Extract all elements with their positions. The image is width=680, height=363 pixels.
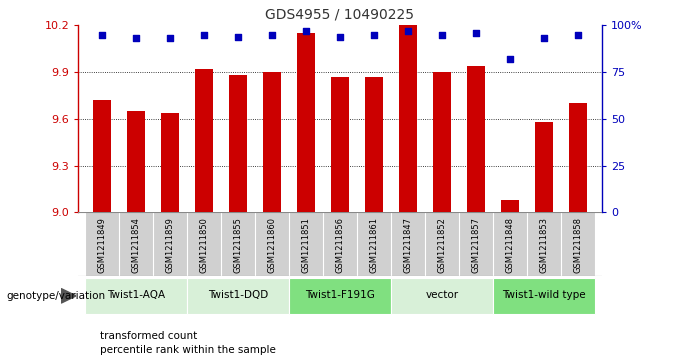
- Bar: [466, 66, 486, 212]
- Bar: [500, 200, 520, 212]
- Bar: [527, 212, 561, 276]
- Bar: [398, 25, 418, 212]
- Bar: [85, 212, 119, 276]
- Bar: [357, 212, 391, 276]
- Bar: [493, 212, 527, 276]
- Bar: [425, 212, 459, 276]
- Bar: [92, 100, 112, 212]
- Point: [131, 36, 141, 41]
- Bar: [119, 212, 153, 276]
- Point: [369, 32, 379, 38]
- Text: GSM1211856: GSM1211856: [335, 217, 345, 273]
- Bar: [289, 278, 391, 314]
- Point: [403, 28, 413, 34]
- Text: GSM1211861: GSM1211861: [369, 217, 379, 273]
- Bar: [330, 77, 350, 212]
- Bar: [493, 278, 595, 314]
- Bar: [534, 122, 554, 212]
- Point: [199, 32, 209, 38]
- Text: GSM1211854: GSM1211854: [131, 217, 141, 273]
- Text: Twist1-DQD: Twist1-DQD: [208, 290, 268, 300]
- Text: Twist1-F191G: Twist1-F191G: [305, 290, 375, 300]
- Text: Twist1-wild type: Twist1-wild type: [503, 290, 585, 300]
- Bar: [561, 212, 595, 276]
- Polygon shape: [61, 289, 76, 303]
- Bar: [153, 212, 187, 276]
- Point: [97, 32, 107, 38]
- Text: GSM1211858: GSM1211858: [573, 217, 583, 273]
- Bar: [289, 212, 323, 276]
- Text: vector: vector: [426, 290, 458, 300]
- Bar: [364, 77, 384, 212]
- Point: [233, 34, 243, 40]
- Bar: [160, 113, 180, 212]
- Point: [267, 32, 277, 38]
- Bar: [568, 103, 588, 212]
- Point: [335, 34, 345, 40]
- Text: genotype/variation: genotype/variation: [7, 291, 106, 301]
- Text: GSM1211850: GSM1211850: [199, 217, 209, 273]
- Bar: [262, 72, 282, 212]
- Text: GSM1211860: GSM1211860: [267, 217, 277, 273]
- Bar: [228, 75, 248, 212]
- Bar: [391, 212, 425, 276]
- Text: GSM1211855: GSM1211855: [233, 217, 243, 273]
- Text: GSM1211859: GSM1211859: [165, 217, 175, 273]
- Text: Twist1-AQA: Twist1-AQA: [107, 290, 165, 300]
- Point: [539, 36, 549, 41]
- Bar: [323, 212, 357, 276]
- Point: [505, 56, 515, 62]
- Bar: [194, 69, 214, 212]
- Bar: [187, 278, 289, 314]
- Text: GSM1211851: GSM1211851: [301, 217, 311, 273]
- Point: [165, 36, 175, 41]
- Point: [301, 28, 311, 34]
- Text: GSM1211847: GSM1211847: [403, 217, 413, 273]
- Text: GSM1211848: GSM1211848: [505, 217, 515, 273]
- Text: GSM1211849: GSM1211849: [97, 217, 107, 273]
- Text: percentile rank within the sample: percentile rank within the sample: [100, 345, 276, 355]
- Text: GSM1211853: GSM1211853: [539, 217, 549, 273]
- Text: GSM1211857: GSM1211857: [471, 217, 481, 273]
- Text: GSM1211852: GSM1211852: [437, 217, 447, 273]
- Point: [437, 32, 447, 38]
- Text: transformed count: transformed count: [100, 331, 197, 341]
- Bar: [432, 72, 452, 212]
- Bar: [187, 212, 221, 276]
- Bar: [221, 212, 255, 276]
- Bar: [255, 212, 289, 276]
- Point: [471, 30, 481, 36]
- Bar: [459, 212, 493, 276]
- Bar: [296, 33, 316, 212]
- Bar: [391, 278, 493, 314]
- Point: [573, 32, 583, 38]
- Bar: [85, 278, 187, 314]
- Bar: [126, 111, 146, 212]
- Title: GDS4955 / 10490225: GDS4955 / 10490225: [265, 8, 415, 21]
